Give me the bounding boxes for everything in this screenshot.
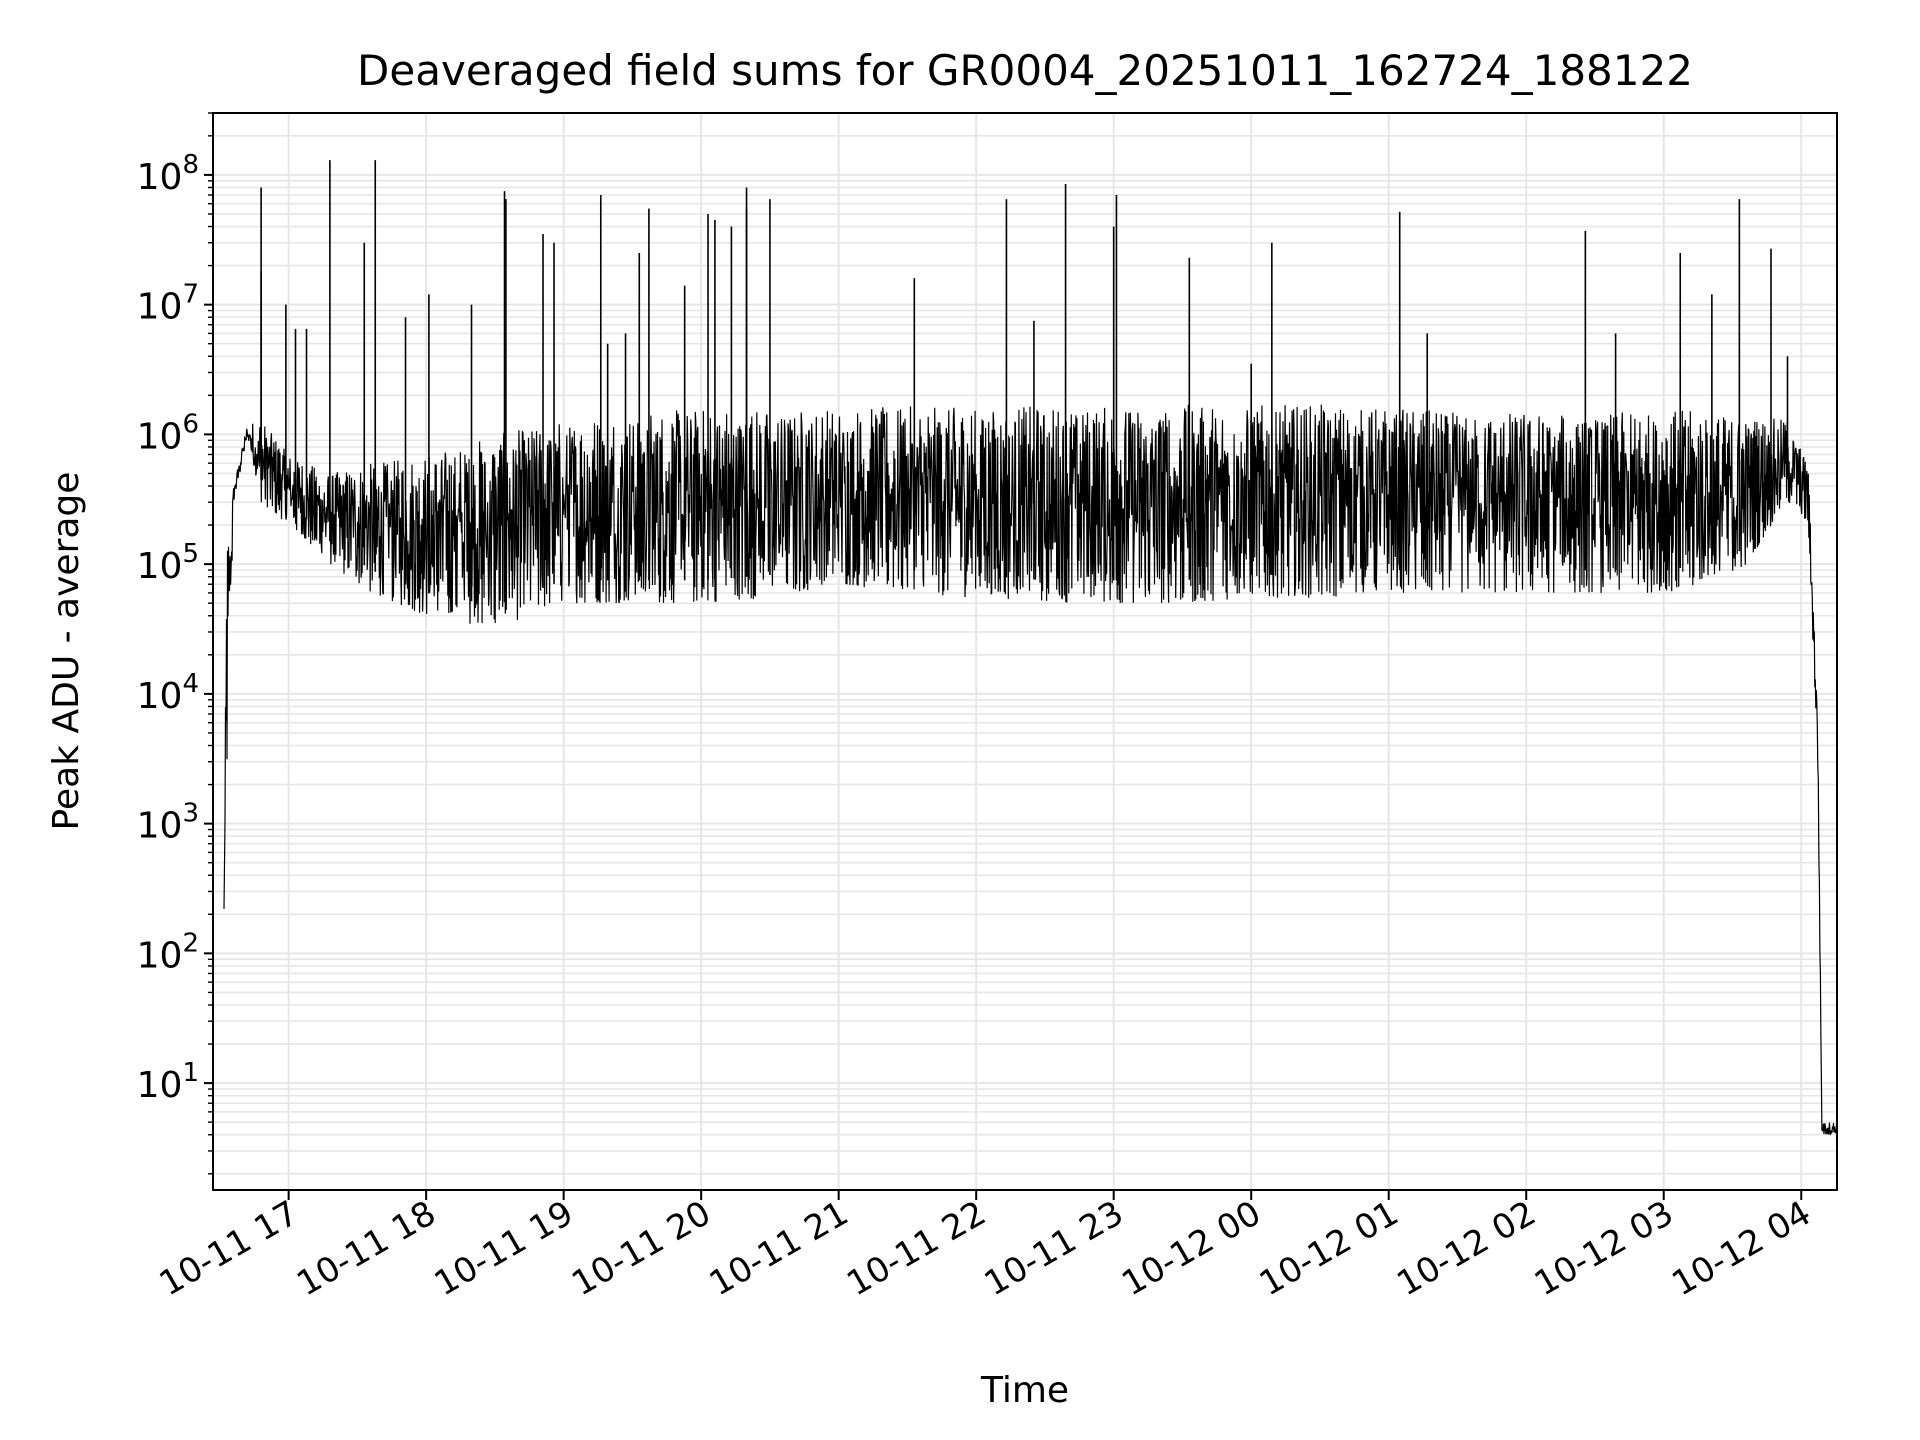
y-tick-label: 102 bbox=[137, 928, 199, 976]
y-tick-exponent: 6 bbox=[182, 409, 199, 439]
y-tick-exponent: 4 bbox=[182, 669, 199, 699]
y-tick-exponent: 5 bbox=[182, 539, 199, 569]
y-tick-label: 107 bbox=[137, 280, 199, 328]
y-tick-label: 101 bbox=[137, 1058, 199, 1106]
y-tick-exponent: 2 bbox=[182, 928, 199, 958]
y-axis-label: Peak ADU - average bbox=[46, 472, 87, 831]
chart-title: Deaveraged field sums for GR0004_2025101… bbox=[357, 46, 1693, 95]
y-tick-exponent: 7 bbox=[182, 280, 199, 310]
y-tick-label: 105 bbox=[137, 539, 199, 587]
series-peak-adu bbox=[223, 160, 1838, 1136]
y-axis-ticks: 101 102 103 104 105 106 107 108 bbox=[137, 112, 213, 1175]
grid-lines bbox=[213, 112, 1837, 1190]
y-tick-exponent: 8 bbox=[182, 150, 199, 180]
y-tick-label: 106 bbox=[137, 409, 199, 457]
y-tick-label: 103 bbox=[137, 799, 199, 847]
plot-area-frame bbox=[212, 112, 1838, 1191]
series-line bbox=[223, 404, 1838, 1136]
y-tick-label: 104 bbox=[137, 669, 199, 717]
y-tick-label: 108 bbox=[137, 150, 199, 198]
y-tick-exponent: 1 bbox=[182, 1058, 199, 1088]
x-axis-label: Time bbox=[980, 1370, 1069, 1411]
y-tick-exponent: 3 bbox=[182, 799, 199, 829]
